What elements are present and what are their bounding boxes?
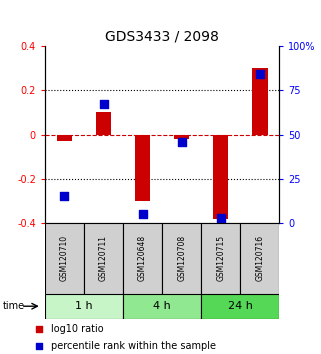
Bar: [174, 135, 189, 139]
Text: 1 h: 1 h: [75, 301, 93, 311]
Point: [218, 215, 223, 221]
Bar: [201, 223, 240, 294]
Point: [101, 102, 106, 107]
Text: GSM120715: GSM120715: [216, 235, 225, 281]
Bar: [45, 294, 123, 319]
Text: GSM120648: GSM120648: [138, 235, 147, 281]
Bar: [45, 223, 84, 294]
Text: GSM120708: GSM120708: [177, 235, 186, 281]
Bar: [96, 113, 111, 135]
Text: log10 ratio: log10 ratio: [51, 324, 104, 333]
Bar: [162, 223, 201, 294]
Point: [62, 194, 67, 199]
Bar: [252, 68, 267, 135]
Bar: [213, 135, 229, 218]
Text: GSM120716: GSM120716: [255, 235, 264, 281]
Bar: [201, 294, 279, 319]
Text: 24 h: 24 h: [228, 301, 253, 311]
Bar: [56, 135, 72, 141]
Point: [36, 326, 41, 331]
Text: 4 h: 4 h: [153, 301, 171, 311]
Bar: [84, 223, 123, 294]
Point: [140, 211, 145, 217]
Bar: [123, 294, 201, 319]
Bar: [240, 223, 279, 294]
Bar: [123, 223, 162, 294]
Text: GSM120710: GSM120710: [60, 235, 69, 281]
Text: percentile rank within the sample: percentile rank within the sample: [51, 341, 216, 351]
Point: [36, 343, 41, 349]
Text: GSM120711: GSM120711: [99, 235, 108, 281]
Text: time: time: [3, 301, 25, 311]
Title: GDS3433 / 2098: GDS3433 / 2098: [105, 29, 219, 44]
Bar: [135, 135, 150, 201]
Point: [257, 72, 262, 77]
Point: [179, 139, 184, 144]
